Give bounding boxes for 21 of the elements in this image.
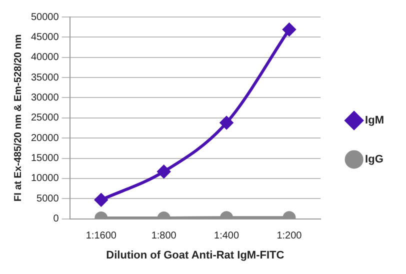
y-tick-label: 30000 xyxy=(30,92,60,104)
y-axis-title: FI at Ex-485/20 nm & Em-528/20 nm xyxy=(12,34,24,202)
y-tick-label: 5000 xyxy=(36,193,60,204)
x-axis-title: Dilution of Goat Anti-Rat IgM-FITC xyxy=(106,249,284,262)
x-tick-label: 1:200 xyxy=(276,230,302,242)
x-tick-label: 1:400 xyxy=(214,230,240,242)
y-tick-label: 40000 xyxy=(30,52,60,64)
y-tick-label: 15000 xyxy=(30,153,60,164)
x-tick-label: 1:1600 xyxy=(86,230,117,242)
y-tick-label: 0 xyxy=(53,214,60,225)
point xyxy=(220,116,234,130)
point xyxy=(282,23,296,36)
legend-label: IgG xyxy=(365,154,384,166)
y-tick-label: 50000 xyxy=(30,12,60,23)
y-tick-label: 35000 xyxy=(30,72,60,84)
y-tick-label: 45000 xyxy=(30,32,60,43)
y-tick-label: 20000 xyxy=(30,132,60,144)
x-tick-label: 1:800 xyxy=(151,230,177,242)
legend-label: IgM xyxy=(365,114,384,127)
y-tick-label: 25000 xyxy=(30,112,60,124)
y-tick-label: 10000 xyxy=(30,173,60,184)
